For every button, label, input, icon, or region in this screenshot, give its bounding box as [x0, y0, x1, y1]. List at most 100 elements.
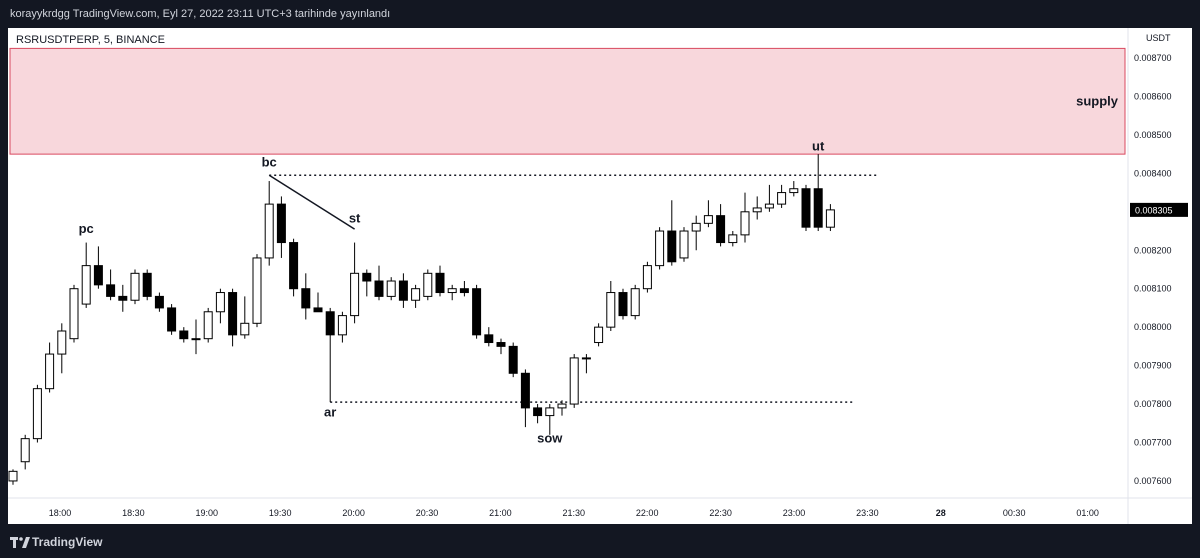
candle[interactable] [569, 354, 579, 408]
candle[interactable] [325, 307, 335, 403]
candle[interactable] [130, 269, 140, 305]
candle-body [325, 311, 335, 336]
candle[interactable] [484, 327, 494, 347]
candle[interactable] [398, 273, 408, 308]
candle-body [411, 288, 421, 301]
candle[interactable] [447, 284, 457, 301]
candle-body [508, 345, 518, 374]
candle[interactable] [533, 404, 543, 424]
candle[interactable] [691, 215, 701, 251]
candle[interactable] [716, 204, 726, 247]
currency-label: USDT [1146, 33, 1171, 43]
candle[interactable] [203, 307, 213, 343]
candle[interactable] [337, 311, 347, 343]
candle[interactable] [825, 204, 835, 232]
candle-body [520, 372, 530, 409]
candle[interactable] [679, 227, 689, 262]
candle[interactable] [423, 269, 433, 301]
candle-body [386, 280, 396, 297]
candle[interactable] [386, 277, 396, 301]
candle-body [167, 307, 177, 332]
candle-body [630, 288, 640, 317]
candle[interactable] [264, 181, 274, 266]
candle[interactable] [32, 384, 42, 443]
candle[interactable] [142, 269, 152, 301]
candle[interactable] [472, 284, 482, 339]
candle[interactable] [728, 231, 738, 247]
candle[interactable] [655, 227, 665, 270]
chart-panel[interactable]: supply pc bc st ar sow ut 0.008700 0.008600 0.0… [8, 28, 1192, 524]
candle[interactable] [594, 323, 604, 347]
candle[interactable] [752, 196, 762, 220]
candlestick-chart[interactable]: supply pc bc st ar sow ut 0.008700 0.008600 0.0… [8, 28, 1192, 524]
candle-body [191, 338, 201, 341]
candle[interactable] [106, 269, 116, 301]
candle[interactable] [276, 196, 286, 258]
candle-body [533, 407, 543, 417]
candle[interactable] [789, 181, 799, 197]
candle[interactable] [642, 261, 652, 293]
candle[interactable] [93, 246, 103, 289]
candle[interactable] [20, 434, 30, 470]
candle[interactable] [496, 338, 506, 355]
supply-zone[interactable] [9, 47, 1126, 155]
y-tick-label: 0.008200 [1134, 245, 1172, 255]
candle-body [459, 288, 469, 294]
x-tick-label: 22:00 [636, 508, 659, 518]
candle[interactable] [411, 284, 421, 308]
candle[interactable] [252, 254, 262, 328]
candle[interactable] [557, 400, 567, 416]
candle[interactable] [191, 319, 201, 355]
x-tick-label: 23:00 [783, 508, 806, 518]
candle-body [32, 388, 42, 440]
candle[interactable] [57, 323, 67, 374]
candle[interactable] [545, 404, 555, 435]
candle[interactable] [508, 342, 518, 378]
candle[interactable] [667, 200, 677, 266]
candle[interactable] [350, 242, 360, 324]
candle[interactable] [228, 288, 238, 347]
candle[interactable] [813, 154, 823, 232]
candle[interactable] [167, 304, 177, 335]
candle[interactable] [45, 342, 55, 393]
candle[interactable] [520, 369, 530, 428]
candle-body [374, 280, 384, 297]
candle[interactable] [179, 327, 189, 343]
candle[interactable] [81, 242, 91, 308]
candle[interactable] [215, 288, 225, 324]
candle-body [423, 272, 433, 297]
candle[interactable] [801, 184, 811, 232]
candle[interactable] [8, 469, 18, 485]
candle-body [557, 403, 567, 409]
candle[interactable] [69, 284, 79, 343]
candle[interactable] [764, 184, 774, 212]
candle-body [740, 211, 750, 236]
candle[interactable] [313, 292, 323, 313]
candle-body [777, 192, 787, 205]
candle[interactable] [630, 284, 640, 320]
candle[interactable] [606, 281, 616, 331]
candle[interactable] [740, 192, 750, 243]
candle[interactable] [618, 288, 628, 320]
candle-body [130, 272, 140, 301]
candle[interactable] [777, 184, 787, 208]
candle[interactable] [435, 265, 445, 297]
candle[interactable] [118, 284, 128, 312]
candle[interactable] [289, 238, 299, 297]
x-tick-label: 21:00 [489, 508, 512, 518]
candle-body [764, 203, 774, 209]
candle[interactable] [154, 292, 164, 312]
candle[interactable] [581, 354, 591, 374]
candle-body [228, 292, 238, 336]
candle[interactable] [240, 296, 250, 339]
candle[interactable] [301, 273, 311, 320]
candle[interactable] [459, 281, 469, 297]
candle[interactable] [362, 269, 372, 297]
candle-body [667, 230, 677, 263]
candle-body [581, 357, 591, 360]
trend-line[interactable] [268, 174, 355, 230]
candle[interactable] [703, 200, 713, 228]
annotation-st: st [349, 211, 361, 226]
candle[interactable] [374, 265, 384, 301]
candle-body [252, 257, 262, 324]
